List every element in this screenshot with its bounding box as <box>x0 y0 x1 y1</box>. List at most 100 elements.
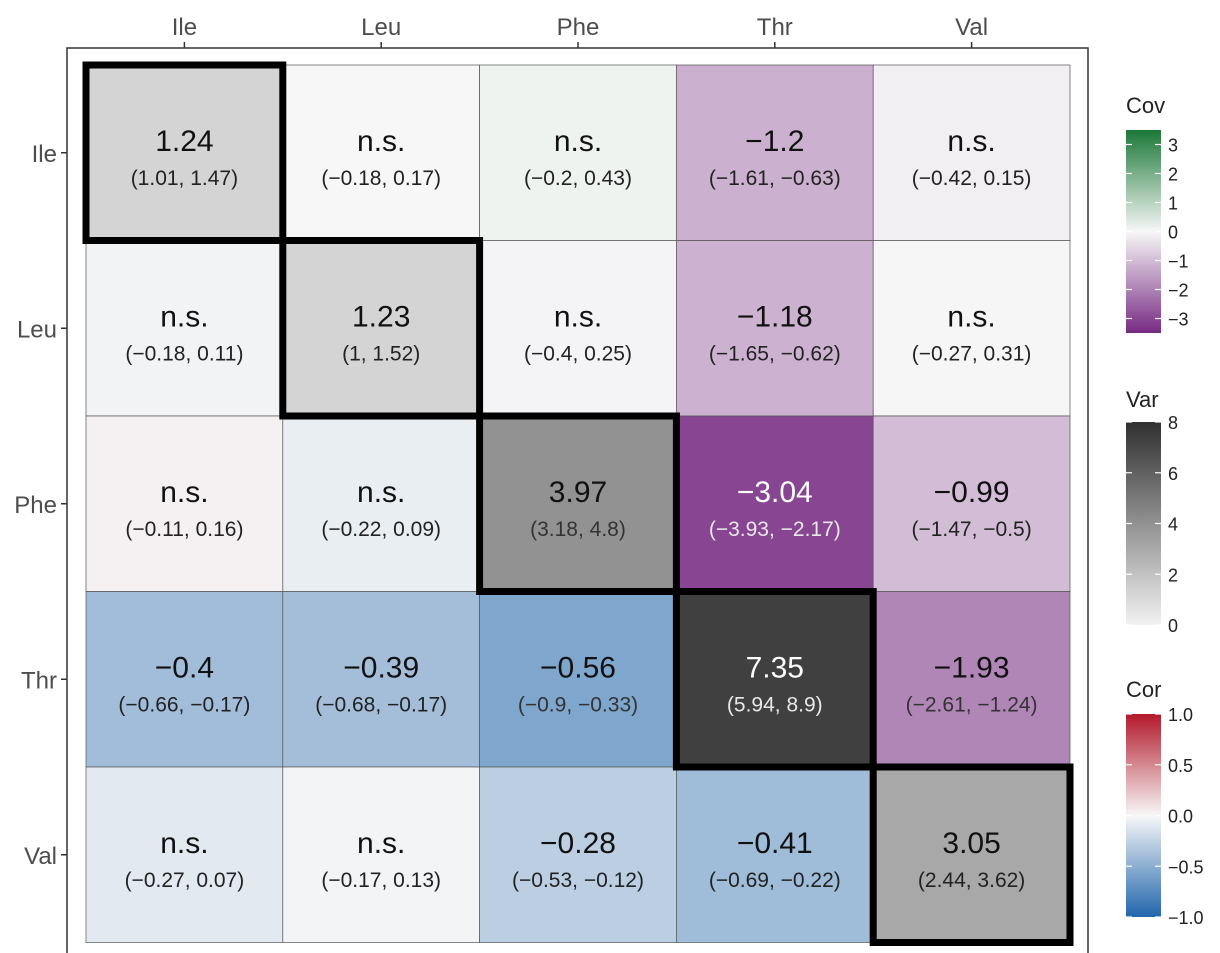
heatmap-cells <box>85 64 1071 943</box>
x-tick-label: Ile <box>172 14 197 41</box>
cell-ci-label: (−0.18, 0.17) <box>321 167 441 190</box>
cell-ci-label: (1.01, 1.47) <box>131 167 238 190</box>
legend-cor: Cor 1.0 0.5 0.0 −0.5 −1.0 <box>1126 677 1204 928</box>
legend-tick-label: 1.0 <box>1168 705 1193 725</box>
cell-ci-label: (1, 1.52) <box>342 342 420 365</box>
diagonal-outline <box>82 61 287 244</box>
heatmap-cell <box>872 415 1071 592</box>
cell-value-label: −0.4 <box>155 651 214 684</box>
diagonal-outline <box>869 763 1074 946</box>
x-axis: Ile Leu Phe Thr Val <box>172 14 988 48</box>
heatmap-cell <box>85 64 284 241</box>
legend-tick-label: 4 <box>1168 515 1178 535</box>
y-axis: Ile Leu Phe Thr Val <box>14 141 67 870</box>
cell-value-label: 1.23 <box>352 300 410 333</box>
heatmap-cell <box>479 766 677 943</box>
diagonal-outline <box>476 412 680 595</box>
cell-value-label: n.s. <box>160 476 208 509</box>
legend-tick-label: 0.5 <box>1168 756 1193 776</box>
legend-tick-label: −1 <box>1168 252 1189 272</box>
heatmap-cell <box>282 766 480 943</box>
cell-ci-label: (−0.69, −0.22) <box>709 869 841 892</box>
legend-tick-label: −2 <box>1168 281 1189 301</box>
cell-ci-label: (5.94, 8.9) <box>727 693 823 716</box>
heatmap-cell <box>85 240 284 417</box>
cell-ci-label: (−1.65, −0.62) <box>709 342 841 365</box>
legend-title: Var <box>1126 387 1159 412</box>
heatmap-cell <box>872 240 1071 417</box>
cell-value-label: n.s. <box>160 827 208 860</box>
heatmap-cell <box>479 591 677 768</box>
x-tick-label: Val <box>955 14 988 41</box>
x-tick-label: Leu <box>361 14 401 41</box>
y-tick-label: Val <box>24 843 57 870</box>
cell-ci-label: (−0.27, 0.07) <box>125 869 245 892</box>
y-tick-label: Phe <box>14 492 57 519</box>
cell-value-label: −0.41 <box>737 827 813 860</box>
cell-value-label: n.s. <box>357 125 405 158</box>
legend-tick-label: 0.0 <box>1168 807 1193 827</box>
cell-ci-label: (−0.27, 0.31) <box>912 342 1032 365</box>
legend-tick-label: 8 <box>1168 413 1178 433</box>
legend-tick-label: −1.0 <box>1168 908 1204 928</box>
cell-ci-label: (−0.17, 0.13) <box>321 869 441 892</box>
cell-ci-label: (−0.66, −0.17) <box>118 693 250 716</box>
legend-title: Cov <box>1126 93 1165 118</box>
heatmap-cell <box>676 591 874 768</box>
legend-tick-label: 0 <box>1168 223 1178 243</box>
legend-var: Var 8 6 4 2 0 <box>1126 387 1178 636</box>
cell-value-label: 3.05 <box>942 827 1000 860</box>
legend-tick-label: 6 <box>1168 464 1178 484</box>
heatmap-cell <box>676 415 874 592</box>
diagonal-outlines <box>82 61 1074 946</box>
y-tick-label: Leu <box>17 316 57 343</box>
cell-value-label: −1.93 <box>934 651 1010 684</box>
cell-ci-label: (−0.42, 0.15) <box>912 167 1032 190</box>
cell-value-label: n.s. <box>554 125 602 158</box>
cell-value-label: −3.04 <box>737 476 813 509</box>
legend-tick-label: 0 <box>1168 616 1178 636</box>
cell-value-label: n.s. <box>160 300 208 333</box>
cell-ci-label: (−0.9, −0.33) <box>518 693 638 716</box>
heatmap-cell <box>676 766 874 943</box>
legend-tick-label: 2 <box>1168 565 1178 585</box>
cell-ci-label: (3.18, 4.8) <box>530 518 626 541</box>
cell-ci-label: (−1.61, −0.63) <box>709 167 841 190</box>
heatmap-cell <box>85 415 284 592</box>
cell-value-label: −0.28 <box>540 827 616 860</box>
heatmap-cell <box>872 64 1071 241</box>
y-tick-label: Ile <box>32 141 57 168</box>
cell-value-label: n.s. <box>947 300 995 333</box>
cell-ci-label: (−0.11, 0.16) <box>125 518 243 541</box>
cell-ci-label: (2.44, 3.62) <box>918 869 1025 892</box>
cell-value-label: −0.56 <box>540 651 616 684</box>
cell-value-label: −1.18 <box>737 300 813 333</box>
x-tick-label: Phe <box>557 14 600 41</box>
cell-value-label: n.s. <box>357 476 405 509</box>
cell-value-label: −0.99 <box>934 476 1010 509</box>
legend-title: Cor <box>1126 677 1161 702</box>
heatmap-cell <box>479 64 677 241</box>
legend-tick-label: −3 <box>1168 310 1189 330</box>
heatmap-cell <box>676 64 874 241</box>
cell-ci-label: (−0.68, −0.17) <box>315 693 447 716</box>
heatmap-cell <box>282 415 480 592</box>
heatmap-cell <box>872 766 1071 943</box>
cell-ci-label: (−2.61, −1.24) <box>906 693 1038 716</box>
heatmap-cell <box>282 240 480 417</box>
legend-tick-label: 3 <box>1168 136 1178 156</box>
diagonal-outline <box>279 237 484 420</box>
heatmap-cell <box>282 591 480 768</box>
cell-ci-label: (−0.2, 0.43) <box>524 167 632 190</box>
heatmap-cell-labels: 1.24 (1.01, 1.47) n.s. (−0.18, 0.17) n.s. (−0… <box>118 125 1037 892</box>
diagonal-outline <box>672 588 877 771</box>
cell-ci-label: (−0.18, 0.11) <box>125 342 243 365</box>
x-tick-label: Thr <box>757 14 793 41</box>
heatmap-cell <box>85 591 284 768</box>
cell-value-label: n.s. <box>947 125 995 158</box>
cell-value-label: −0.39 <box>343 651 419 684</box>
cell-ci-label: (−0.53, −0.12) <box>512 869 644 892</box>
cell-value-label: 3.97 <box>549 476 607 509</box>
